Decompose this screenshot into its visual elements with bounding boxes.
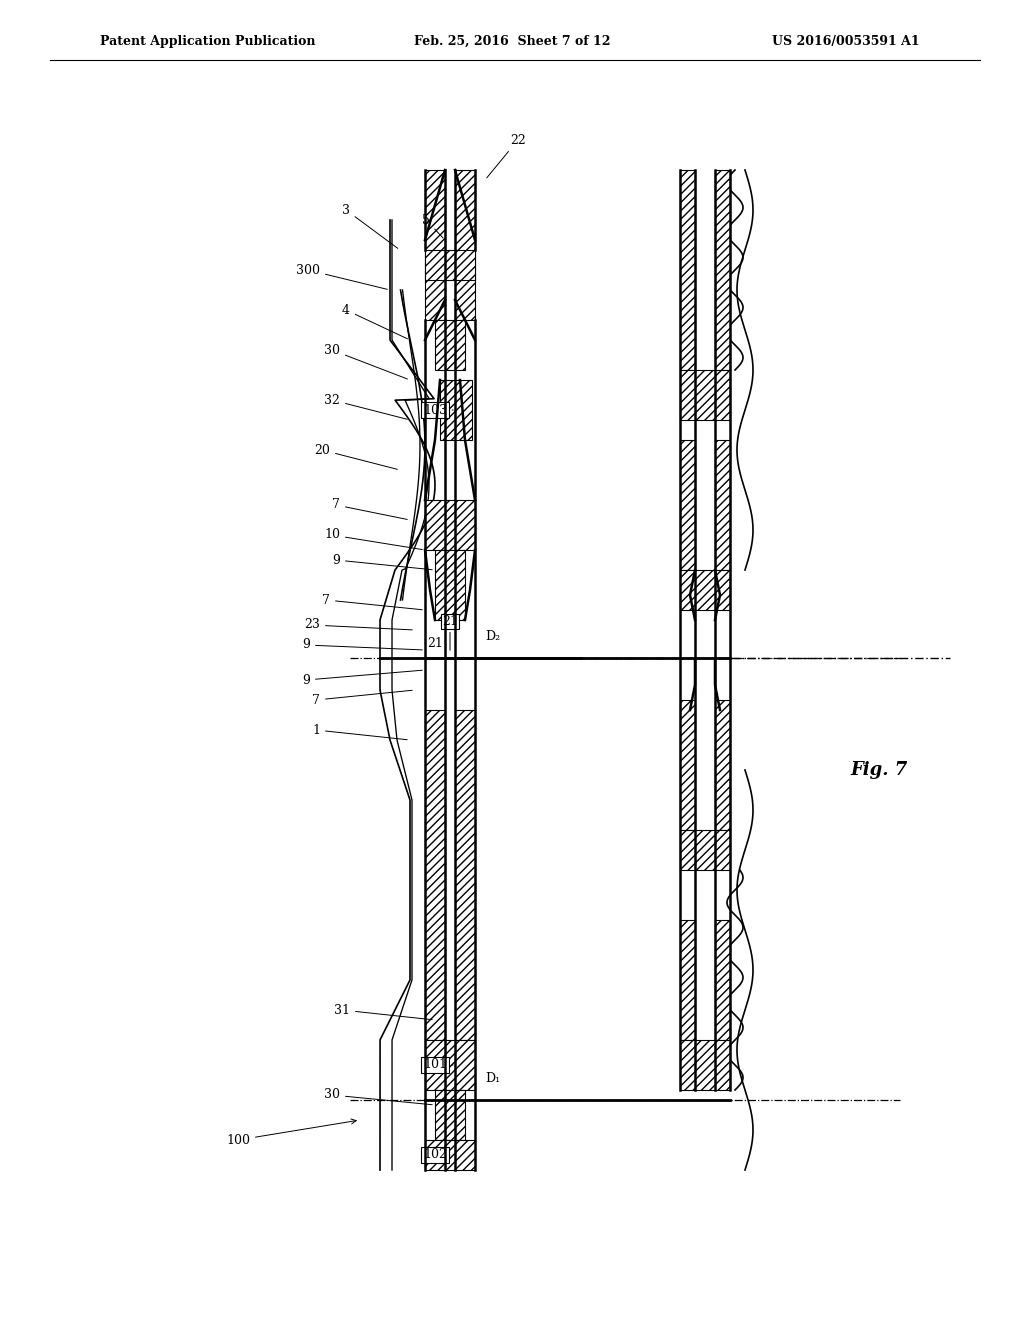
Bar (680, 920, 695, 1040)
Text: 30: 30 (324, 343, 408, 379)
Text: 102: 102 (423, 1148, 450, 1162)
Bar (425, 249, 475, 280)
Bar (680, 1040, 730, 1090)
Text: 31: 31 (334, 1003, 432, 1020)
Bar (715, 440, 730, 570)
Text: US 2016/0053591 A1: US 2016/0053591 A1 (772, 36, 920, 48)
Text: Feb. 25, 2016  Sheet 7 of 12: Feb. 25, 2016 Sheet 7 of 12 (414, 36, 610, 48)
Text: 22: 22 (486, 133, 525, 178)
Bar (680, 370, 730, 420)
Text: D₁: D₁ (485, 1072, 500, 1085)
Text: 21: 21 (442, 615, 458, 651)
Text: 9: 9 (302, 639, 422, 652)
Bar (680, 700, 695, 830)
Bar (680, 170, 695, 370)
Bar (425, 710, 445, 1040)
Bar (435, 550, 465, 620)
Text: D₂: D₂ (485, 630, 500, 643)
Bar (435, 319, 465, 370)
Text: 3: 3 (342, 203, 397, 248)
Text: 23: 23 (304, 619, 413, 631)
Bar (425, 500, 475, 550)
Bar (455, 170, 475, 319)
Text: 20: 20 (314, 444, 397, 470)
Text: 7: 7 (323, 594, 422, 610)
Text: 4: 4 (342, 304, 408, 339)
Bar (715, 170, 730, 370)
Text: 32: 32 (325, 393, 408, 420)
Text: 10: 10 (324, 528, 422, 549)
Text: 300: 300 (296, 264, 387, 289)
Text: 5: 5 (422, 214, 443, 238)
Text: 100: 100 (226, 1119, 356, 1147)
Text: 7: 7 (312, 690, 413, 706)
Bar (715, 700, 730, 830)
Text: Patent Application Publication: Patent Application Publication (100, 36, 315, 48)
Text: 21: 21 (427, 638, 443, 649)
Bar (680, 570, 730, 610)
Bar (715, 920, 730, 1040)
Text: 103: 103 (423, 404, 454, 417)
Bar (435, 1090, 465, 1140)
Text: 101: 101 (423, 1059, 454, 1072)
Bar (425, 1040, 475, 1090)
Text: 9: 9 (302, 671, 422, 686)
Bar (425, 170, 445, 319)
Text: 9: 9 (332, 553, 432, 570)
Text: Fig. 7: Fig. 7 (850, 762, 907, 779)
Bar (440, 380, 472, 440)
Text: 1: 1 (312, 723, 408, 739)
Text: 30: 30 (324, 1089, 432, 1105)
Bar (425, 1140, 475, 1170)
Bar (455, 710, 475, 1040)
Text: 7: 7 (332, 499, 408, 520)
Bar (680, 440, 695, 570)
Bar (680, 830, 730, 870)
